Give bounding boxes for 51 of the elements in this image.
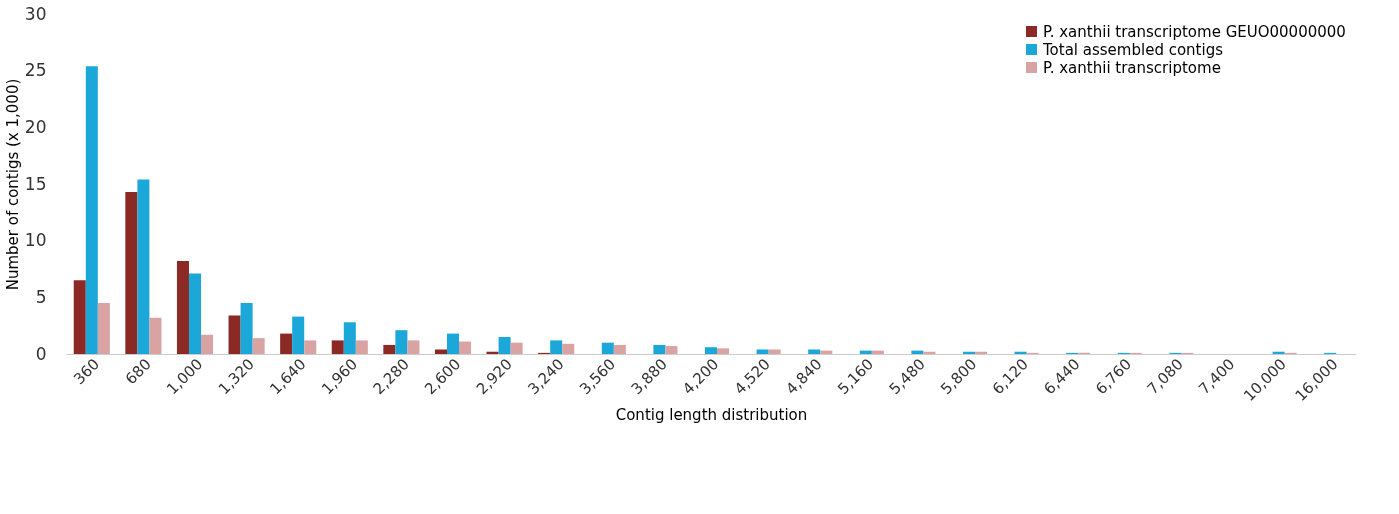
bar bbox=[613, 344, 626, 354]
bar bbox=[280, 333, 293, 354]
bar bbox=[97, 303, 110, 354]
bar bbox=[756, 349, 769, 354]
bar bbox=[188, 273, 202, 354]
bar bbox=[125, 191, 138, 354]
bar bbox=[562, 343, 575, 354]
bar bbox=[665, 346, 678, 354]
bar bbox=[240, 303, 253, 354]
legend-label: P. xanthii transcriptome bbox=[1043, 58, 1221, 77]
bar bbox=[717, 348, 730, 354]
bar bbox=[653, 344, 666, 354]
bar bbox=[434, 349, 447, 354]
bar bbox=[149, 317, 162, 354]
y-tick-label: 25 bbox=[24, 60, 47, 81]
bar bbox=[73, 280, 86, 354]
bar bbox=[446, 333, 460, 354]
y-tick-label: 15 bbox=[24, 173, 47, 194]
bar bbox=[292, 316, 305, 354]
bar bbox=[304, 340, 317, 354]
bar bbox=[498, 337, 511, 354]
legend-label: P. xanthii transcriptome GEUO00000000 bbox=[1043, 22, 1346, 41]
x-tick-label: 360 bbox=[70, 355, 104, 389]
bar bbox=[510, 342, 523, 354]
bar bbox=[459, 341, 472, 354]
bar bbox=[201, 334, 214, 354]
bar bbox=[383, 344, 396, 354]
bar bbox=[407, 340, 420, 354]
bar bbox=[704, 347, 718, 354]
bar bbox=[252, 338, 265, 354]
x-tick-label: 680 bbox=[121, 355, 155, 389]
y-tick-label: 30 bbox=[24, 3, 47, 24]
bar bbox=[228, 315, 241, 354]
bar bbox=[85, 66, 98, 354]
bar bbox=[395, 330, 408, 354]
y-axis-title: Number of contigs (x 1,000) bbox=[3, 78, 22, 291]
bar bbox=[601, 342, 614, 354]
bar bbox=[355, 340, 368, 354]
bar bbox=[343, 322, 356, 354]
legend-label: Total assembled contigs bbox=[1042, 40, 1224, 59]
y-tick-label: 5 bbox=[35, 286, 47, 307]
y-tick-label: 20 bbox=[24, 116, 47, 137]
bar bbox=[550, 340, 563, 354]
bar bbox=[808, 349, 821, 354]
x-axis-title: Contig length distribution bbox=[615, 406, 808, 425]
bar bbox=[331, 340, 344, 354]
bar bbox=[176, 261, 189, 354]
bar bbox=[137, 179, 150, 354]
bar bbox=[768, 349, 781, 354]
y-tick-label: 10 bbox=[24, 230, 47, 251]
y-tick-label: 0 bbox=[35, 343, 47, 364]
